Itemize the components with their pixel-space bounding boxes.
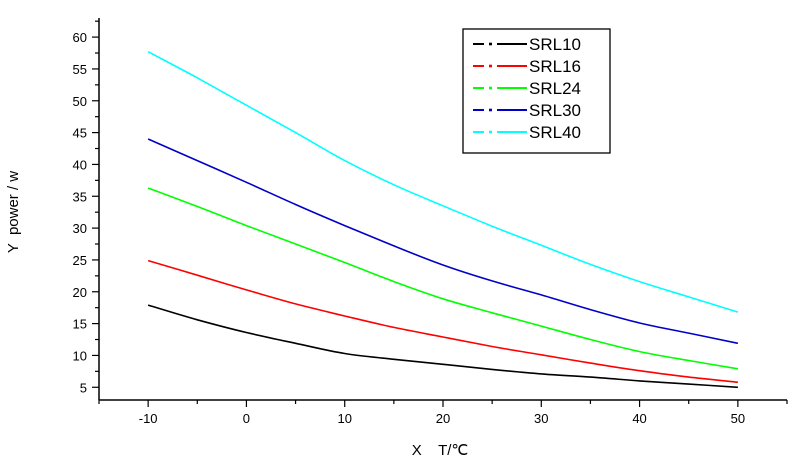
legend-box xyxy=(462,28,611,154)
legend: SRL10 SRL16 SRL24 SRL30 SRL40 xyxy=(462,28,611,154)
x-axis-title: X T/℃ xyxy=(412,442,469,459)
series-line-srl10 xyxy=(147,304,738,389)
legend-label: SRL30 xyxy=(529,101,581,120)
ticks: -10 0 10 20 30 40 50 5 10 15 20 25 30 35 40 45 50 55 60 xyxy=(73,20,788,426)
legend-label: SRL24 xyxy=(529,79,581,98)
y-tick-label: 10 xyxy=(73,348,87,363)
y-tick-label: 5 xyxy=(80,380,87,395)
y-tick-label: 40 xyxy=(73,157,87,172)
y-tick-label: 30 xyxy=(73,221,87,236)
y-tick-label: 45 xyxy=(73,126,87,141)
y-tick-label: 35 xyxy=(73,189,87,204)
series-line-srl24 xyxy=(147,187,739,370)
y-tick-label: 15 xyxy=(73,317,87,332)
legend-label: SRL10 xyxy=(529,35,581,54)
legend-label: SRL16 xyxy=(529,57,581,76)
y-tick-label: 25 xyxy=(73,253,87,268)
x-tick-label: -10 xyxy=(139,411,158,426)
y-tick-label: 20 xyxy=(73,285,87,300)
series-line-srl40 xyxy=(147,50,739,313)
y-axis-title: Y power / w xyxy=(5,171,22,253)
x-tick-label: 40 xyxy=(632,411,646,426)
series-line-srl30 xyxy=(147,138,739,345)
x-tick-label: 0 xyxy=(243,411,250,426)
x-tick-label: 20 xyxy=(436,411,450,426)
x-tick-label: 30 xyxy=(534,411,548,426)
y-tick-label: 50 xyxy=(73,94,87,109)
y-tick-label: 60 xyxy=(73,30,87,45)
x-tick-label: 50 xyxy=(731,411,745,426)
y-tick-label: 55 xyxy=(73,62,87,77)
legend-label: SRL40 xyxy=(529,123,581,142)
x-tick-label: 10 xyxy=(337,411,351,426)
series-line-srl16 xyxy=(147,259,738,383)
series-layer xyxy=(147,50,739,389)
